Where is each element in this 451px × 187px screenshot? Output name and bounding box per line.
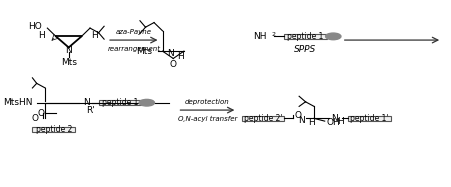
Text: Mts: Mts	[60, 59, 77, 68]
Text: peptide 1: peptide 1	[101, 98, 138, 107]
FancyBboxPatch shape	[347, 116, 390, 121]
FancyBboxPatch shape	[98, 100, 141, 105]
Text: peptide 1: peptide 1	[287, 32, 323, 41]
Circle shape	[325, 33, 340, 40]
FancyBboxPatch shape	[32, 127, 75, 132]
FancyBboxPatch shape	[284, 34, 326, 39]
Text: H: H	[337, 117, 344, 126]
Text: MtsHN: MtsHN	[3, 98, 32, 107]
Text: deprotection: deprotection	[184, 98, 229, 105]
Text: O: O	[37, 109, 44, 118]
Text: H: H	[176, 52, 183, 61]
Text: H: H	[38, 31, 45, 40]
Text: N: N	[166, 49, 173, 58]
Text: R': R'	[86, 106, 94, 115]
Text: O: O	[170, 60, 176, 69]
Text: O,N-acyl transfer: O,N-acyl transfer	[177, 116, 236, 122]
Text: Mts: Mts	[136, 47, 152, 56]
Text: O: O	[32, 114, 39, 123]
Text: peptide 1': peptide 1'	[350, 114, 388, 123]
Circle shape	[139, 99, 154, 106]
Text: O: O	[294, 111, 301, 120]
Text: H: H	[307, 119, 314, 128]
Text: peptide 2': peptide 2'	[243, 114, 281, 123]
Text: N: N	[83, 98, 89, 107]
Text: rearrangement: rearrangement	[107, 46, 160, 52]
Text: N: N	[297, 116, 304, 125]
Text: N: N	[331, 114, 337, 123]
Text: aza-Payne: aza-Payne	[115, 29, 152, 35]
FancyBboxPatch shape	[241, 116, 284, 121]
Text: H: H	[91, 31, 98, 40]
Text: peptide 2: peptide 2	[36, 125, 72, 134]
Text: SPPS: SPPS	[294, 45, 316, 54]
Text: NH: NH	[253, 32, 267, 41]
Text: 2: 2	[271, 32, 275, 37]
Text: OH: OH	[326, 119, 340, 128]
Text: N: N	[65, 46, 72, 55]
Text: HO: HO	[28, 22, 41, 31]
